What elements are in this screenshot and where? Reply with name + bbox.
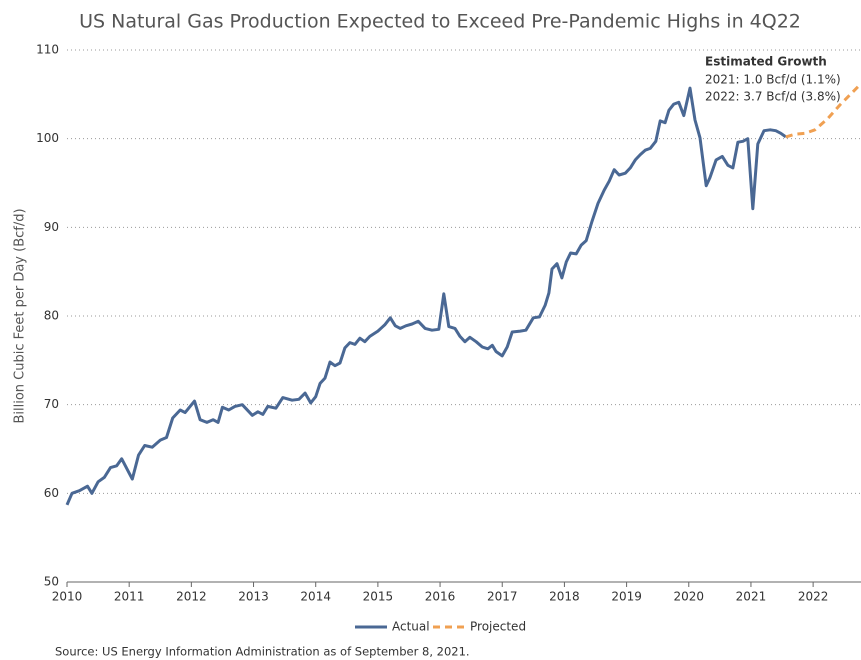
x-tick-label: 2016 [425, 590, 456, 604]
x-tick-label: 2011 [114, 590, 145, 604]
legend-label: Projected [470, 620, 526, 634]
x-tick-label: 2015 [363, 590, 394, 604]
x-tick-label: 2010 [52, 590, 83, 604]
x-tick-label: 2012 [176, 590, 207, 604]
x-tick-label: 2013 [238, 590, 269, 604]
y-tick-label: 110 [36, 43, 59, 57]
source-note: Source: US Energy Information Administra… [55, 645, 470, 659]
y-axis-label: Billion Cubic Feet per Day (Bcf/d) [13, 208, 28, 423]
x-tick-label: 2021 [736, 590, 767, 604]
y-tick-label: 50 [44, 575, 59, 589]
y-tick-label: 70 [44, 397, 59, 411]
x-tick-label: 2022 [798, 590, 829, 604]
x-tick-label: 2017 [487, 590, 518, 604]
y-tick-label: 60 [44, 486, 59, 500]
y-tick-label: 80 [44, 309, 59, 323]
annotation-line: 2021: 1.0 Bcf/d (1.1%) [705, 73, 841, 87]
x-tick-label: 2019 [611, 590, 642, 604]
y-tick-label: 100 [36, 131, 59, 145]
x-tick-label: 2018 [549, 590, 580, 604]
legend-label: Actual [392, 620, 430, 634]
data-line [65, 86, 787, 506]
y-tick-label: 90 [44, 220, 59, 234]
x-tick-label: 2014 [300, 590, 331, 604]
data-line [785, 82, 861, 139]
x-tick-label: 2020 [673, 590, 704, 604]
annotation-line: 2022: 3.7 Bcf/d (3.8%) [705, 90, 841, 104]
chart-title: US Natural Gas Production Expected to Ex… [79, 11, 801, 33]
annotation-title: Estimated Growth [705, 55, 827, 69]
